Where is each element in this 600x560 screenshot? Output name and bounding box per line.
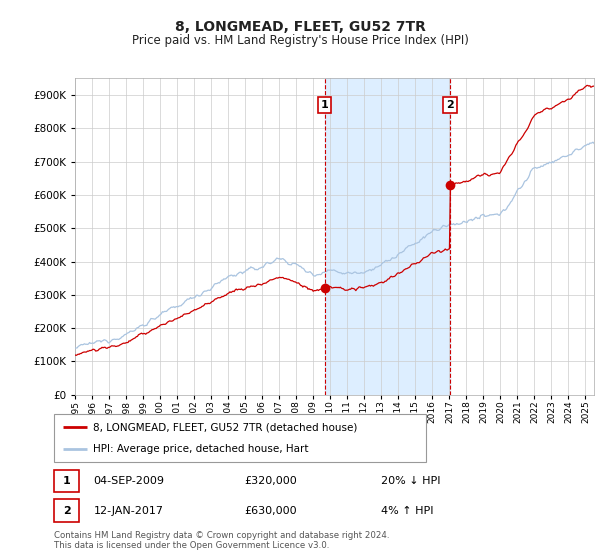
Text: Price paid vs. HM Land Registry's House Price Index (HPI): Price paid vs. HM Land Registry's House … (131, 34, 469, 46)
Text: 8, LONGMEAD, FLEET, GU52 7TR: 8, LONGMEAD, FLEET, GU52 7TR (175, 20, 425, 34)
FancyBboxPatch shape (54, 500, 79, 522)
Text: 12-JAN-2017: 12-JAN-2017 (94, 506, 164, 516)
FancyBboxPatch shape (54, 470, 79, 492)
FancyBboxPatch shape (54, 414, 426, 462)
Text: 4% ↑ HPI: 4% ↑ HPI (382, 506, 434, 516)
Text: HPI: Average price, detached house, Hart: HPI: Average price, detached house, Hart (93, 444, 308, 454)
Text: 20% ↓ HPI: 20% ↓ HPI (382, 476, 441, 486)
Text: 2: 2 (63, 506, 71, 516)
Text: 04-SEP-2009: 04-SEP-2009 (94, 476, 164, 486)
Bar (325, 78, 450, 395)
Text: £320,000: £320,000 (244, 476, 297, 486)
Text: Contains HM Land Registry data © Crown copyright and database right 2024.
This d: Contains HM Land Registry data © Crown c… (54, 530, 389, 550)
Text: £630,000: £630,000 (244, 506, 297, 516)
Text: 2: 2 (446, 100, 454, 110)
Text: 8, LONGMEAD, FLEET, GU52 7TR (detached house): 8, LONGMEAD, FLEET, GU52 7TR (detached h… (93, 422, 358, 432)
Text: 1: 1 (63, 476, 71, 486)
Text: 1: 1 (321, 100, 329, 110)
